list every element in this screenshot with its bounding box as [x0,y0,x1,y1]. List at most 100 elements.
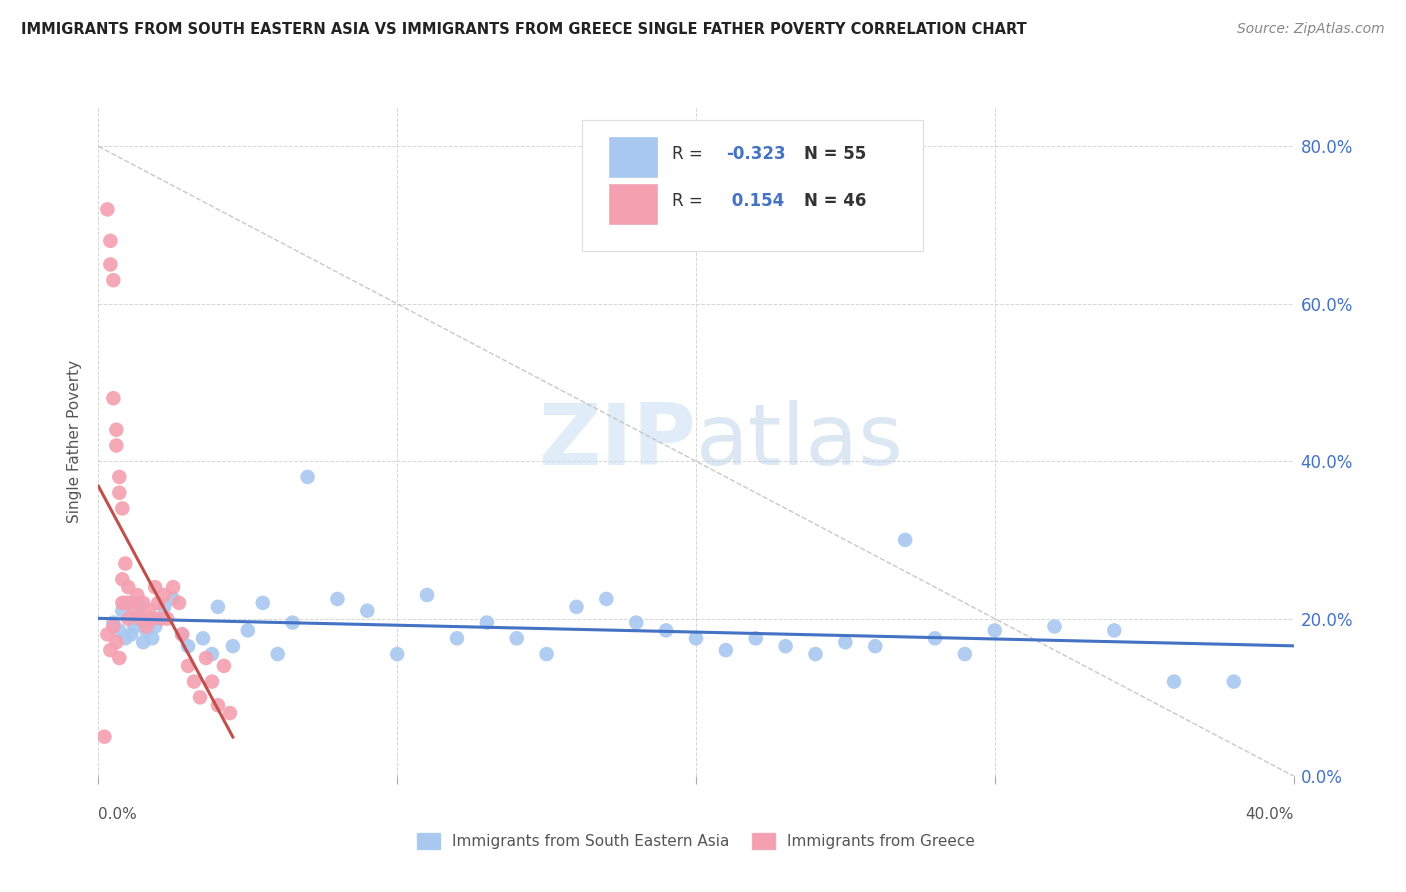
Y-axis label: Single Father Poverty: Single Father Poverty [67,360,83,523]
Point [506,632,529,646]
Point [150,612,173,626]
Point [117,596,139,610]
Point [183,674,205,689]
Point [267,647,290,661]
Point [219,706,242,720]
Point [894,533,917,547]
Point [148,596,170,610]
Point [103,619,125,633]
Point [172,627,194,641]
Point [207,599,229,614]
Point [129,599,152,614]
Point [105,438,128,452]
Point [804,647,827,661]
Point [167,596,190,610]
Point [685,632,707,646]
Text: N = 55: N = 55 [804,145,866,163]
Point [143,619,166,633]
Point [385,647,409,661]
Point [108,485,131,500]
Point [132,596,155,610]
Point [98,643,122,657]
Point [953,647,976,661]
Point [201,647,224,661]
Point [105,423,128,437]
Point [103,273,125,287]
Point [93,730,115,744]
Point [177,639,200,653]
Point [201,674,224,689]
Point [252,596,274,610]
Point [111,604,134,618]
Point [1223,674,1246,689]
Point [446,632,468,646]
Point [111,596,134,610]
Point [865,639,887,653]
Point [834,635,856,649]
Point [129,612,152,626]
Point [326,591,349,606]
Point [236,624,259,638]
Point [162,580,184,594]
Point [98,257,122,271]
Text: 40.0%: 40.0% [1246,807,1294,822]
Point [595,591,617,606]
Point [745,632,768,646]
Point [924,632,946,646]
Legend: Immigrants from South Eastern Asia, Immigrants from Greece: Immigrants from South Eastern Asia, Immi… [411,827,981,855]
Point [114,557,136,571]
Point [105,635,128,649]
Text: 0.154: 0.154 [725,192,785,210]
FancyBboxPatch shape [609,137,657,178]
Point [98,234,122,248]
Point [222,639,245,653]
Point [775,639,797,653]
Text: R =: R = [672,192,703,210]
Point [111,501,134,516]
Point [135,624,157,638]
Point [475,615,498,630]
Point [114,596,136,610]
Point [127,588,149,602]
Text: N = 46: N = 46 [804,192,866,210]
Point [212,658,235,673]
FancyBboxPatch shape [609,184,657,224]
Point [135,619,157,633]
Point [191,632,214,646]
Point [626,615,648,630]
Point [108,651,131,665]
Point [655,624,678,638]
Point [207,698,229,713]
Text: atlas: atlas [696,400,904,483]
Point [177,658,200,673]
Point [132,635,155,649]
Point [141,612,163,626]
Point [416,588,439,602]
Text: R =: R = [672,145,703,163]
Point [108,470,131,484]
Point [124,619,146,633]
Point [195,651,218,665]
Point [117,612,139,626]
Point [138,604,160,618]
Point [124,604,146,618]
Text: 0.0%: 0.0% [98,807,138,822]
Point [536,647,558,661]
Text: Source: ZipAtlas.com: Source: ZipAtlas.com [1237,22,1385,37]
Point [108,624,131,638]
Point [103,391,125,405]
Point [1163,674,1185,689]
Point [153,588,176,602]
Point [1104,624,1126,638]
FancyBboxPatch shape [582,120,922,251]
Point [120,627,142,641]
Text: -0.323: -0.323 [725,145,786,163]
Text: ZIP: ZIP [538,400,696,483]
Point [984,624,1007,638]
Point [188,690,211,705]
Point [120,596,142,610]
Point [143,580,166,594]
Point [138,615,160,630]
Point [714,643,737,657]
Point [114,632,136,646]
